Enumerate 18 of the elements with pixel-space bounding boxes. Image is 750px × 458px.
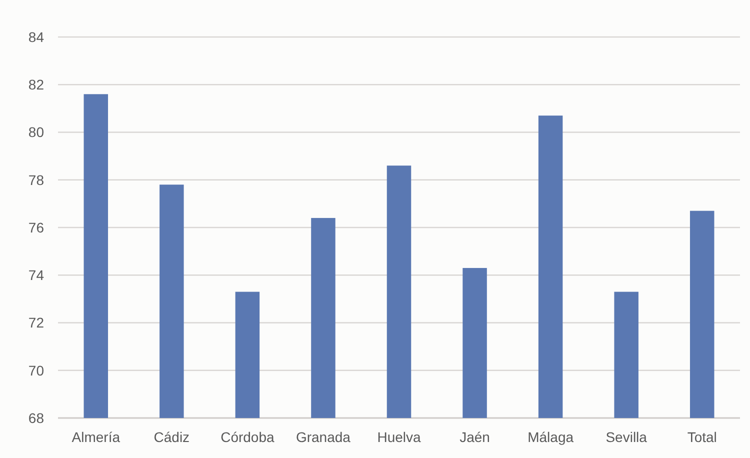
x-tick-label: Málaga: [528, 429, 574, 445]
x-tick-label: Sevilla: [606, 429, 648, 445]
y-tick-label: 70: [28, 362, 44, 378]
x-tick-label: Granada: [296, 429, 351, 445]
y-tick-label: 76: [28, 219, 44, 236]
x-tick-label: Almería: [72, 429, 120, 445]
x-tick-label: Córdoba: [220, 429, 275, 445]
y-tick-label: 78: [28, 172, 44, 188]
x-tick-label: Jaén: [460, 429, 490, 445]
x-tick-label: Total: [687, 429, 717, 445]
y-tick-label: 68: [28, 410, 44, 426]
y-tick-label: 82: [28, 76, 44, 93]
y-tick-label: 74: [28, 267, 44, 284]
y-tick-label: 80: [28, 124, 44, 140]
y-tick-label: 84: [28, 28, 44, 45]
x-tick-label: Cádiz: [154, 429, 190, 445]
x-tick-label: Huelva: [377, 429, 421, 445]
y-tick-label: 72: [28, 314, 44, 331]
